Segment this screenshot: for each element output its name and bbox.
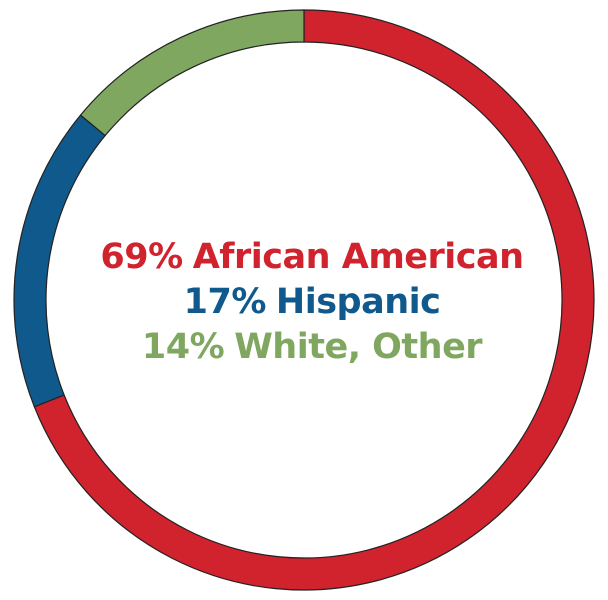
value-label: 14%	[142, 327, 224, 367]
center-label: 69% African American	[100, 237, 523, 277]
donut-segment	[33, 9, 595, 591]
donut-segment	[79, 9, 305, 137]
center-label: 14% White, Other	[142, 327, 483, 367]
value-label: 17%	[184, 282, 266, 322]
category-label: African American	[193, 237, 524, 277]
category-label: White, Other	[234, 327, 483, 367]
center-label: 17% Hispanic	[184, 282, 441, 322]
donut-segment	[13, 114, 107, 408]
value-label: 69%	[100, 237, 182, 277]
category-label: Hispanic	[276, 282, 440, 322]
